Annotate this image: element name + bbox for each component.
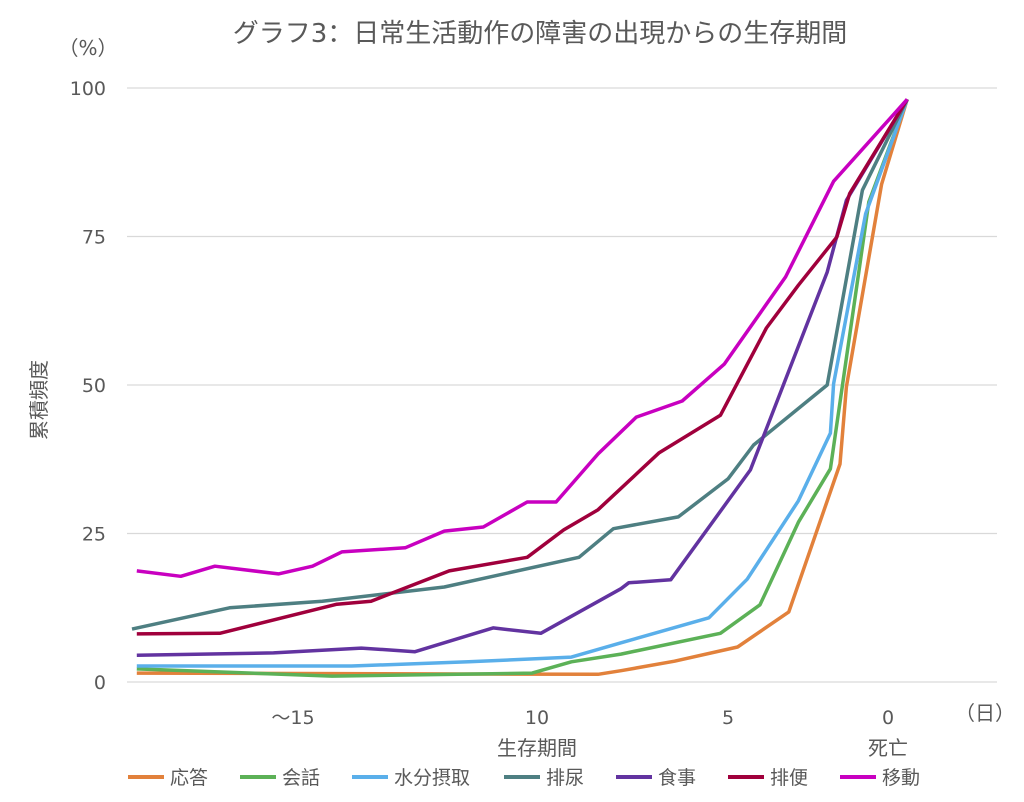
x-tick-label: 〜15	[271, 707, 314, 729]
y-tick-label: 75	[82, 227, 106, 249]
legend-label: 会話	[282, 767, 320, 789]
x-tick-label: 5	[722, 707, 734, 729]
series-line-0	[136, 98, 909, 677]
series-line-6	[136, 98, 909, 579]
series-line-4	[136, 98, 909, 658]
series-line-5	[136, 98, 909, 636]
y-unit-label: （%）	[58, 36, 117, 60]
x-axis-label: 生存期間	[497, 736, 577, 760]
chart-title: グラフ3：日常生活動作の障害の出現からの生存期間	[233, 19, 848, 49]
legend-label: 応答	[170, 767, 208, 789]
series-line-2	[136, 98, 909, 668]
x-tick-label: 10	[525, 707, 549, 729]
y-tick-label: 25	[82, 524, 106, 546]
y-tick-label: 50	[82, 375, 106, 397]
legend-label: 移動	[882, 767, 920, 789]
legend-label: 排尿	[546, 767, 584, 789]
y-tick-label: 100	[70, 78, 106, 100]
series-line-1	[136, 98, 909, 678]
series-line-3	[131, 98, 909, 631]
y-tick-label: 0	[94, 672, 106, 694]
x-end-label: 死亡	[868, 736, 908, 760]
x-unit-label: （日）	[955, 701, 1015, 725]
x-tick-label: 0	[882, 707, 894, 729]
legend-label: 食事	[658, 767, 696, 789]
y-axis-label: 累積頻度	[27, 360, 51, 440]
legend-label: 排便	[770, 767, 808, 789]
legend-label: 水分摂取	[394, 767, 470, 789]
